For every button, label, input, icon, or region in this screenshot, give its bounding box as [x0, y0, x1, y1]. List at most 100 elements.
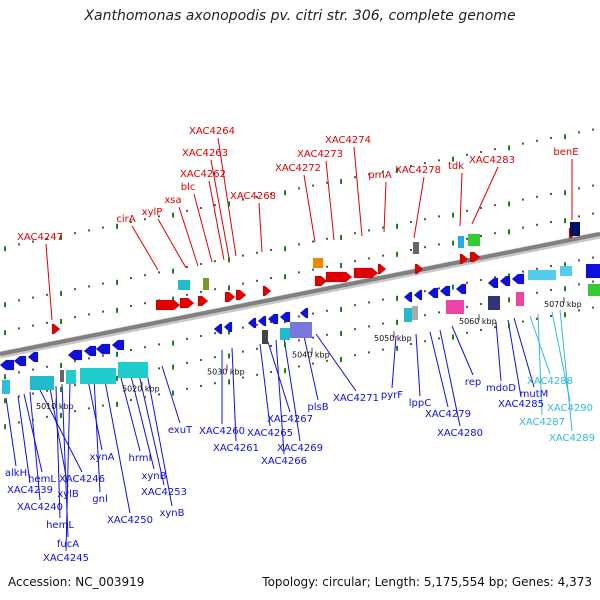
frame-dot — [102, 354, 104, 357]
forward-gene-label: XAC4268 — [230, 191, 276, 202]
accession-label: Accession: — [8, 575, 72, 589]
frame-dot — [270, 193, 272, 195]
frame-dot — [158, 367, 160, 370]
frame-dot — [340, 357, 342, 362]
frame-dot — [466, 153, 468, 156]
frame-dot — [60, 387, 62, 392]
forward-gene-label: benE — [553, 147, 578, 158]
frame-dot — [284, 246, 286, 252]
reverse-leader-line — [391, 335, 397, 389]
frame-dot — [102, 404, 104, 407]
reverse-leader-line — [315, 333, 357, 392]
forward-leader-line — [383, 181, 387, 233]
frame-dot — [410, 343, 412, 345]
reverse-leader-line — [537, 313, 543, 416]
reverse-leader-line — [559, 309, 573, 432]
reverse-leader-line — [55, 385, 61, 519]
frame-dot — [228, 285, 230, 291]
frame-dot — [424, 218, 426, 221]
accession-value: NC_003919 — [75, 575, 145, 589]
reverse-gene-label: XAC4271 — [333, 393, 379, 404]
frame-dot — [480, 279, 482, 281]
reverse-leader-line — [65, 381, 71, 552]
tick-label: 5030 kbp — [207, 368, 245, 377]
frame-dot — [116, 401, 118, 407]
frame-dot — [214, 204, 216, 207]
tick-label: 5040 kbp — [292, 351, 330, 360]
reverse-gene-arrow — [27, 351, 39, 363]
reverse-gene-label: XAC4245 — [43, 553, 89, 564]
forward-gene-label: cirA — [116, 214, 135, 225]
forward-gene-arrow — [325, 271, 353, 283]
genome-backbone — [0, 231, 600, 359]
forward-gene-label: XAC4272 — [275, 163, 321, 174]
reverse-leader-line — [513, 317, 535, 388]
reverse-gene-arrow — [67, 349, 83, 361]
forward-leader-line — [157, 218, 187, 269]
frame-dot — [172, 212, 174, 218]
frame-dot — [298, 339, 300, 342]
frame-dot — [424, 314, 426, 317]
frame-dot — [102, 310, 104, 313]
reverse-gene-box — [262, 330, 268, 344]
reverse-gene-label: XAC4240 — [17, 502, 63, 513]
frame-dot — [480, 151, 482, 153]
frame-dot — [368, 351, 370, 354]
frame-dot — [18, 327, 20, 330]
reverse-gene-box — [118, 362, 148, 378]
frame-dot — [32, 392, 34, 395]
frame-dot — [396, 345, 398, 351]
frame-dot — [60, 235, 62, 240]
frame-dot — [32, 324, 34, 327]
frame-dot — [480, 235, 482, 237]
frame-dot — [32, 418, 34, 421]
forward-gene-arrow — [197, 295, 209, 307]
reverse-gene-arrow — [13, 355, 27, 367]
forward-leader-line — [471, 166, 499, 225]
frame-dot — [130, 277, 132, 279]
frame-dot — [508, 323, 510, 329]
frame-dot — [270, 321, 272, 323]
frame-dot — [438, 243, 440, 246]
frame-dot — [172, 268, 174, 274]
frame-dot — [466, 331, 468, 334]
frame-dot — [242, 376, 244, 379]
reverse-gene-arrow — [223, 321, 233, 333]
reverse-gene-arrow — [111, 339, 125, 351]
forward-gene-arrow — [469, 251, 481, 263]
reverse-gene-label: XAC4269 — [277, 443, 323, 454]
forward-leader-line — [353, 146, 363, 237]
frame-dot — [284, 368, 286, 374]
length-value: 5,175,554 bp — [423, 575, 504, 589]
frame-dot — [550, 289, 552, 291]
frame-dot — [186, 209, 188, 212]
frame-dot — [578, 131, 580, 134]
frame-dot — [480, 329, 482, 331]
map-title: Xanthomonas axonopodis pv. citri str. 30… — [84, 8, 516, 24]
frame-dot — [438, 215, 440, 218]
reverse-gene-arrow — [267, 313, 279, 325]
frame-dot — [46, 293, 48, 296]
frame-dot — [46, 415, 48, 418]
frame-dot — [256, 279, 258, 282]
reverse-gene-box — [60, 370, 64, 382]
forward-gene-label: XAC4264 — [189, 126, 235, 137]
forward-gene-arrow — [179, 297, 195, 309]
frame-dot — [466, 237, 468, 240]
frame-dot — [88, 313, 90, 316]
frame-dot — [200, 335, 202, 337]
frame-dot — [522, 142, 524, 145]
forward-gene-label: xylP — [142, 207, 163, 218]
frame-dot — [564, 218, 566, 224]
label-leader-lines — [5, 137, 573, 552]
frame-dot — [256, 373, 258, 376]
reverse-gene-label: XAC4239 — [7, 485, 53, 496]
reverse-gene-arrow — [279, 311, 291, 323]
forward-gene-label: XAC4273 — [297, 149, 343, 160]
frame-dot — [200, 385, 202, 387]
frame-dot — [32, 296, 34, 299]
reverse-gene-arrow — [213, 323, 223, 335]
accession-text: Accession: NC_003919 — [8, 575, 144, 589]
genes-label: Genes: — [511, 575, 554, 589]
frame-dot — [438, 311, 440, 314]
